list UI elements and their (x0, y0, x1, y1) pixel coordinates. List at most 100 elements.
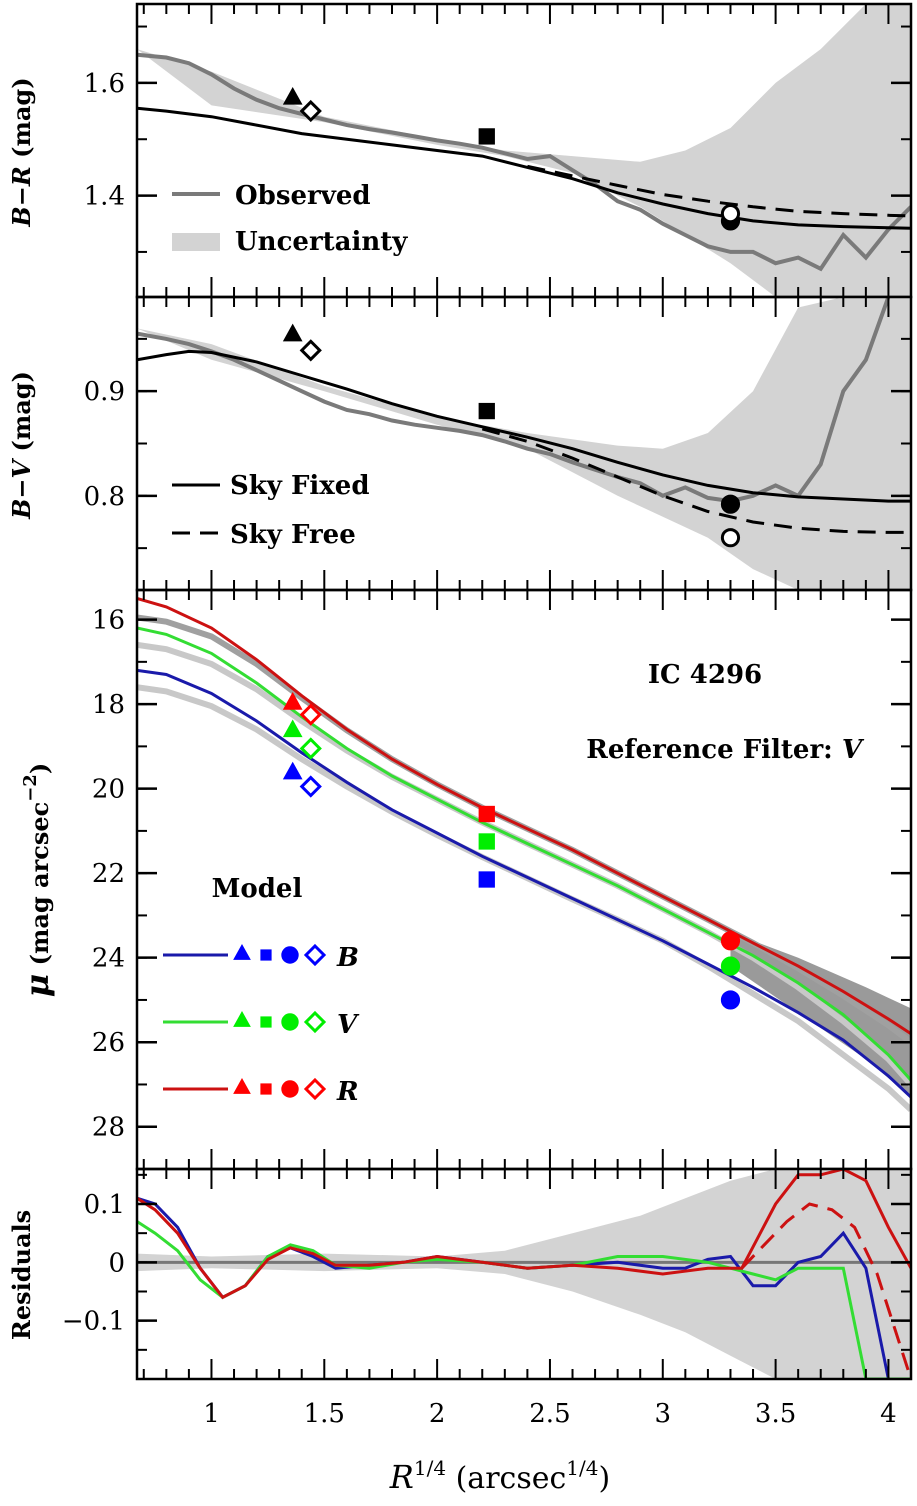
ytick-label: 26 (92, 1028, 125, 1058)
series-3-2 (137, 1169, 911, 1300)
data-marker-2-11 (720, 990, 741, 1010)
data-marker-2-7 (478, 833, 495, 850)
y-axis-label-residuals: Residuals (7, 1210, 36, 1340)
y-axis-label-bv: B−V (mag) (7, 371, 36, 520)
legend-marker-square (260, 1016, 272, 1028)
ytick-label: 1.6 (84, 69, 125, 99)
data-marker-1-3 (720, 494, 741, 514)
ytick-label: 28 (92, 1113, 125, 1143)
data-marker-2-10 (720, 956, 741, 976)
chart-subtitle-text: Reference Filter: (586, 735, 842, 765)
data-marker-2-4 (282, 761, 303, 780)
y-axis-label-part: (mag arcsec (25, 802, 54, 974)
ytick-label: 24 (92, 944, 125, 974)
panel-0-plot (137, 4, 911, 297)
series-0-0 (137, 52, 911, 272)
xtick-label: 1 (203, 1399, 220, 1429)
xtick-label: 2.5 (529, 1399, 570, 1429)
legend-marker-circle (281, 1013, 299, 1031)
chart-title: IC 4296 (648, 660, 762, 690)
data-marker-0-0 (282, 86, 303, 105)
x-axis-label-part: 1/4 (566, 1456, 598, 1480)
x-axis-label-part: R (389, 1458, 414, 1496)
series-1-0 (137, 297, 891, 504)
y-axis-label-part: −2 (20, 774, 41, 802)
xtick-label: 3.5 (755, 1399, 796, 1429)
ytick-label: 22 (92, 859, 125, 889)
data-marker-2-9 (720, 931, 741, 951)
y-axis-label-part: μ (18, 974, 56, 997)
legend-model-label: R (336, 1077, 359, 1107)
legend-marker-diamond (303, 1077, 327, 1101)
legend-marker-triangle (233, 1077, 251, 1094)
series-2-2 (137, 597, 911, 1036)
legend-marker-triangle (233, 1010, 251, 1027)
data-marker-1-4 (720, 528, 741, 548)
ytick-label: −0.1 (62, 1307, 125, 1337)
legend-model-title: Model (212, 874, 303, 904)
xtick-label: 1.5 (304, 1399, 345, 1429)
data-marker-2-1 (299, 703, 322, 726)
legend-marker-diamond (303, 1010, 327, 1034)
y-axis-label-br: B−R (mag) (7, 77, 36, 227)
y-axis-label-part: B (7, 499, 36, 520)
legend-uncertainty-swatch (172, 233, 220, 251)
series-0-2 (527, 164, 911, 218)
legend-marker-circle (281, 946, 299, 964)
x-axis-label-part: (arcsec (446, 1461, 566, 1496)
uncertainty-band (137, 1169, 911, 1379)
series-2-0 (137, 668, 911, 1099)
y-axis-label-part: V (7, 458, 36, 479)
x-axis-label-part: 1/4 (414, 1456, 446, 1480)
ytick-label: 0.1 (84, 1190, 125, 1220)
data-marker-2-6 (478, 805, 495, 823)
ytick-label: 16 (92, 606, 125, 636)
legend-marker-square (260, 949, 272, 961)
legend-marker-square (260, 1083, 272, 1095)
uncertainty-band (137, 297, 911, 590)
legend-sky-fixed-label: Sky Fixed (230, 471, 370, 501)
data-marker-1-2 (478, 402, 495, 420)
xtick-label: 2 (429, 1399, 446, 1429)
xtick-label: 3 (655, 1399, 672, 1429)
legend-marker-diamond (303, 943, 327, 967)
data-marker-2-5 (299, 775, 322, 798)
data-marker-0-1 (299, 99, 322, 123)
y-axis-label-part: R (7, 166, 36, 187)
ytick-label: 0 (108, 1248, 125, 1278)
y-axis-label-part: ) (25, 763, 54, 774)
series-2-1 (137, 626, 911, 1082)
series-1-2 (481, 427, 911, 534)
panel-frame-3 (135, 1167, 913, 1381)
x-axis-label: R1/4 (arcsec1/4) (389, 1456, 610, 1496)
ytick-label: 1.4 (84, 182, 125, 212)
series-1-1 (137, 349, 911, 503)
data-marker-0-2 (478, 128, 495, 145)
y-axis-label-part: (mag) (7, 371, 36, 460)
data-marker-2-2 (282, 719, 303, 738)
data-marker-0-4 (720, 204, 741, 224)
legend-sky-free-label: Sky Free (230, 520, 356, 550)
panel-1-plot (137, 297, 911, 590)
uncertainty-band (137, 4, 911, 297)
data-marker-2-8 (478, 871, 495, 888)
ytick-label: 0.9 (84, 377, 125, 407)
ytick-label: 18 (92, 690, 125, 720)
y-axis-label-part: − (7, 479, 36, 499)
legend-marker-circle (281, 1080, 299, 1098)
legend-uncertainty-label: Uncertainty (235, 227, 408, 257)
legend-marker-triangle (233, 943, 251, 960)
data-marker-1-0 (282, 323, 303, 342)
ytick-label: 20 (92, 775, 125, 805)
y-axis-label-part: − (7, 186, 36, 206)
ytick-label: 0.8 (84, 482, 125, 512)
data-marker-1-1 (299, 339, 322, 362)
series-3-3 (740, 1202, 911, 1379)
chart-subtitle: Reference Filter: V (586, 735, 865, 765)
legend-model-label: B (336, 943, 359, 973)
x-axis-label-part: ) (598, 1461, 610, 1496)
data-marker-2-0 (282, 691, 303, 710)
xtick-label: 4 (880, 1399, 897, 1429)
panel-3-plot (137, 1169, 911, 1379)
